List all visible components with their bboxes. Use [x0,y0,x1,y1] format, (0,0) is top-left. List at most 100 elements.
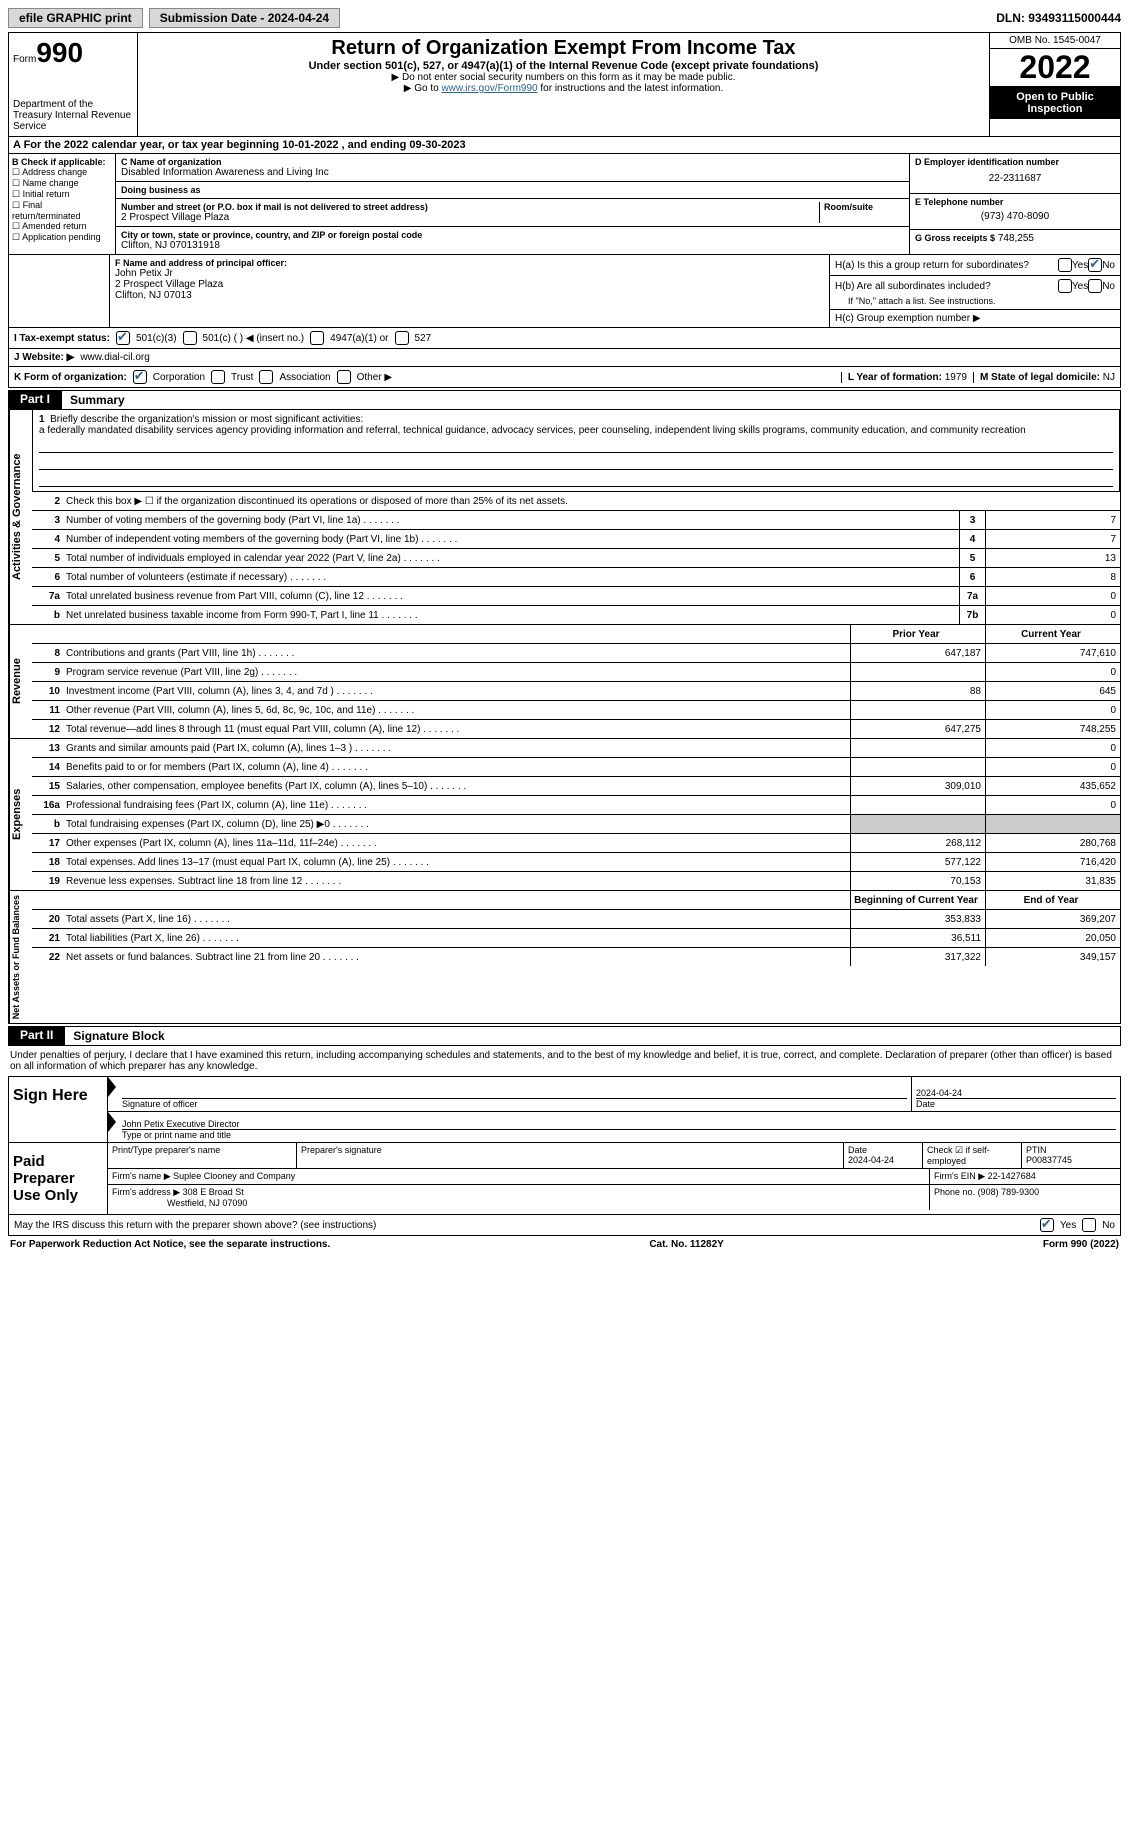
table-row: 21Total liabilities (Part X, line 26) . … [32,929,1120,948]
ein-label: D Employer identification number [915,157,1115,167]
table-row: 20Total assets (Part X, line 16) . . . .… [32,910,1120,929]
city-state-zip: Clifton, NJ 070131918 [121,240,904,251]
sign-here-block: Sign Here Signature of officer 2024-04-2… [8,1077,1121,1143]
room-label: Room/suite [824,202,904,212]
sig-declaration: Under penalties of perjury, I declare th… [8,1046,1121,1077]
status-501c[interactable] [183,331,197,345]
table-row: 18Total expenses. Add lines 13–17 (must … [32,853,1120,872]
officer-printed-name: John Petix Executive Director [122,1119,1116,1129]
table-row: 14Benefits paid to or for members (Part … [32,758,1120,777]
hb-label: H(b) Are all subordinates included? [835,281,1058,292]
efile-print-button[interactable]: efile GRAPHIC print [8,8,143,28]
check-amended-return[interactable]: ☐ Amended return [12,221,112,232]
officer-addr1: 2 Prospect Village Plaza [115,279,824,290]
table-row: 15Salaries, other compensation, employee… [32,777,1120,796]
street-address: 2 Prospect Village Plaza [121,212,819,223]
discuss-question: May the IRS discuss this return with the… [14,1220,376,1231]
year-formation: 1979 [945,372,967,383]
website-url: www.dial-cil.org [80,352,149,363]
discuss-yes[interactable] [1040,1218,1054,1232]
current-year-header: Current Year [985,625,1120,643]
ha-no[interactable] [1088,258,1102,272]
sig-date: 2024-04-24 [916,1088,1116,1098]
firm-name: Suplee Clooney and Company [173,1171,295,1181]
table-row: 16aProfessional fundraising fees (Part I… [32,796,1120,815]
hc-label: H(c) Group exemption number ▶ [830,309,1120,327]
submission-date-button[interactable]: Submission Date - 2024-04-24 [149,8,340,28]
tax-status-row: I Tax-exempt status: 501(c)(3) 501(c) ( … [8,328,1121,349]
firm-city: Westfield, NJ 07090 [167,1198,247,1208]
check-initial-return[interactable]: ☐ Initial return [12,189,112,200]
irs-link[interactable]: www.irs.gov/Form990 [441,83,537,94]
ha-yes[interactable] [1058,258,1072,272]
table-row: 13Grants and similar amounts paid (Part … [32,739,1120,758]
hb-yes[interactable] [1058,279,1072,293]
preparer-date: 2024-04-24 [848,1155,894,1165]
side-netassets: Net Assets or Fund Balances [9,891,32,1023]
officer-addr2: Clifton, NJ 07013 [115,290,824,301]
check-final-return[interactable]: ☐ Final return/terminated [12,200,112,221]
firm-ein: 22-1427684 [988,1171,1036,1181]
hb-no[interactable] [1088,279,1102,293]
org-other[interactable] [337,370,351,384]
table-row: 11Other revenue (Part VIII, column (A), … [32,701,1120,720]
form-note2: ▶ Go to www.irs.gov/Form990 for instruct… [142,83,985,94]
org-association[interactable] [259,370,273,384]
arrow-icon [108,1077,116,1097]
preparer-name-label: Print/Type preparer's name [108,1143,297,1168]
tax-year: 2022 [990,49,1120,87]
section-b-label: B Check if applicable: [12,157,112,167]
gross-label: G Gross receipts $ [915,233,995,243]
table-row: 19Revenue less expenses. Subtract line 1… [32,872,1120,890]
table-row: 22Net assets or fund balances. Subtract … [32,948,1120,966]
ptin-value: P00837745 [1026,1155,1072,1165]
paid-preparer-block: Paid Preparer Use Only Print/Type prepar… [8,1143,1121,1215]
status-501c3[interactable] [116,331,130,345]
org-name-label: C Name of organization [121,157,904,167]
mission-label: Briefly describe the organization's miss… [50,414,363,425]
status-4947[interactable] [310,331,324,345]
state-domicile: NJ [1103,372,1115,383]
ein-value: 22-2311687 [915,167,1115,190]
officer-name: John Petix Jr [115,268,824,279]
ha-label: H(a) Is this a group return for subordin… [835,260,1058,271]
line2-desc: Check this box ▶ ☐ if the organization d… [66,494,1120,509]
preparer-sig-label: Preparer's signature [297,1143,844,1168]
org-corporation[interactable] [133,370,147,384]
entity-block: B Check if applicable: ☐ Address change … [8,154,1121,255]
footer-right: Form 990 (2022) [1043,1239,1119,1250]
prior-year-header: Prior Year [850,625,985,643]
org-trust[interactable] [211,370,225,384]
name-title-label: Type or print name and title [122,1129,1116,1140]
table-row: 8Contributions and grants (Part VIII, li… [32,644,1120,663]
table-row: 12Total revenue—add lines 8 through 11 (… [32,720,1120,738]
firm-address: 308 E Broad St [183,1187,244,1197]
arrow-icon [108,1112,116,1132]
check-name-change[interactable]: ☐ Name change [12,178,112,189]
mission-text: a federally mandated disability services… [39,425,1026,436]
check-application-pending[interactable]: ☐ Application pending [12,232,112,243]
dept-text: Department of the Treasury Internal Reve… [13,99,133,132]
phone-label: E Telephone number [915,197,1115,207]
side-governance: Activities & Governance [9,410,32,624]
table-row: 7aTotal unrelated business revenue from … [32,587,1120,606]
table-row: 3Number of voting members of the governi… [32,511,1120,530]
row-a-tax-year: A For the 2022 calendar year, or tax yea… [8,137,1121,154]
sig-date-label: Date [916,1098,1116,1109]
table-row: bNet unrelated business taxable income f… [32,606,1120,624]
table-row: 6Total number of volunteers (estimate if… [32,568,1120,587]
table-row: 10Investment income (Part VIII, column (… [32,682,1120,701]
dba-label: Doing business as [121,185,904,195]
footer-mid: Cat. No. 11282Y [649,1239,723,1250]
footer-left: For Paperwork Reduction Act Notice, see … [10,1239,330,1250]
addr-label: Number and street (or P.O. box if mail i… [121,202,819,212]
discuss-no[interactable] [1082,1218,1096,1232]
self-employed-check[interactable]: Check ☑ if self-employed [923,1143,1022,1168]
officer-label: F Name and address of principal officer: [115,258,824,268]
city-label: City or town, state or province, country… [121,230,904,240]
table-row: 17Other expenses (Part IX, column (A), l… [32,834,1120,853]
check-address-change[interactable]: ☐ Address change [12,167,112,178]
form-header: Form990 Department of the Treasury Inter… [8,32,1121,137]
table-row: 4Number of independent voting members of… [32,530,1120,549]
status-527[interactable] [395,331,409,345]
